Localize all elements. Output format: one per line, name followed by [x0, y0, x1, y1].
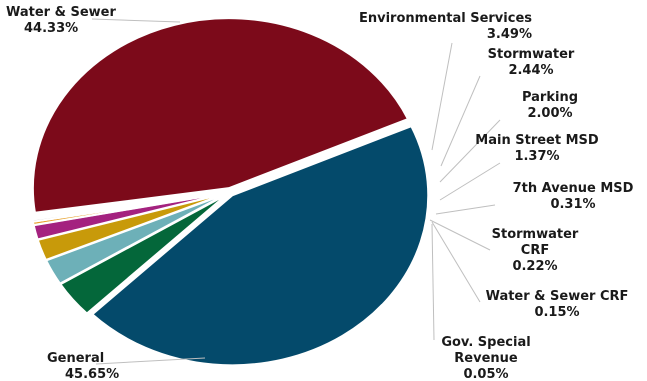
slice-label: Stormwater CRF 0.22% — [492, 227, 579, 274]
pie-slices — [30, 17, 430, 367]
leader-line — [91, 18, 181, 23]
leader-lines — [91, 18, 501, 365]
slice-label: General 45.65% — [47, 351, 119, 381]
leader-line — [431, 42, 453, 151]
slice-label: Stormwater 2.44% — [488, 47, 575, 78]
leader-line — [95, 357, 206, 365]
leader-line — [431, 221, 481, 303]
leader-line — [439, 162, 501, 201]
slice-label: Water & Sewer 44.33% — [6, 5, 116, 36]
pie-slice-gov-special-revenue — [30, 191, 227, 219]
slice-label: 7th Avenue MSD 0.31% — [513, 181, 634, 212]
leader-line — [435, 204, 496, 215]
slice-label: Parking 2.00% — [522, 90, 578, 121]
leader-line — [429, 219, 491, 251]
pie-slice-water-sewer — [90, 124, 430, 367]
leader-line — [431, 223, 435, 341]
leader-line — [440, 75, 481, 167]
pie-slice-general — [31, 17, 410, 214]
slice-label: Environmental Services 3.49% — [359, 11, 532, 42]
leader-line — [439, 119, 501, 183]
slice-label: Main Street MSD 1.37% — [475, 133, 599, 164]
slice-label: Gov. Special Revenue 0.05% — [441, 335, 530, 381]
slice-labels: Water & Sewer 44.33% Environmental Service… — [6, 5, 634, 381]
slice-label: Water & Sewer CRF 0.15% — [486, 289, 629, 320]
